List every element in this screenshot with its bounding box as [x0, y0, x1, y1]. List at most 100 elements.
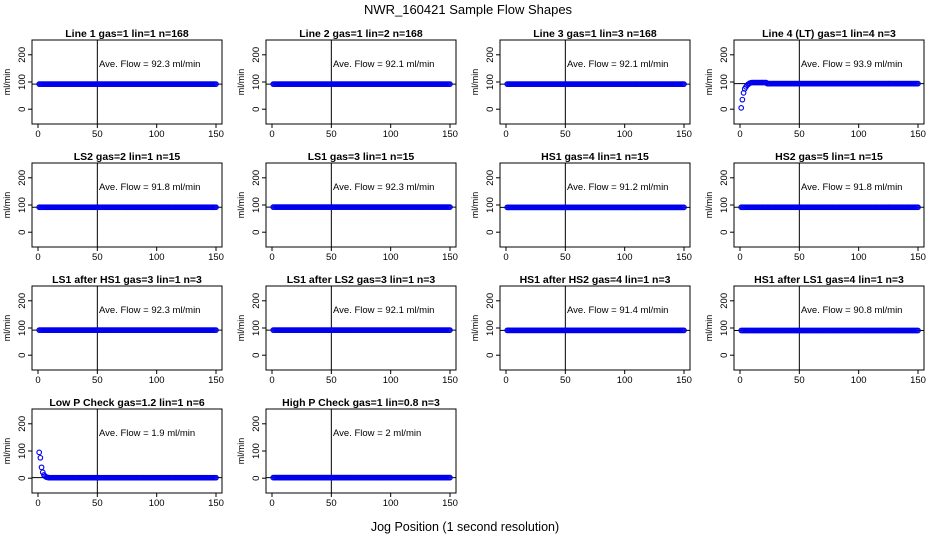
x-tick-label: 0: [35, 375, 40, 386]
y-tick-label: 0: [251, 476, 262, 481]
x-tick-label: 100: [851, 375, 867, 386]
x-tick-label: 0: [269, 375, 274, 386]
y-tick-label: 200: [17, 416, 28, 432]
data-point: [739, 96, 746, 103]
x-tick-label: 100: [617, 129, 633, 140]
x-tick-label: 50: [92, 129, 103, 140]
flow-panel: High P Check gas=1 lin=0.8 n=3 0 50 100 150 0…: [236, 397, 458, 509]
x-tick-label: 0: [35, 252, 40, 263]
y-axis-label: ml/min: [704, 69, 714, 96]
y-tick-label: 100: [17, 74, 28, 90]
y-tick-label: 0: [251, 107, 262, 112]
x-tick-label: 100: [383, 375, 399, 386]
y-tick-label: 100: [719, 74, 730, 90]
y-tick-label: 200: [719, 293, 730, 309]
x-tick-label: 150: [208, 498, 224, 509]
panel-title: LS1 after LS2 gas=3 lin=1 n=3: [287, 274, 436, 286]
data-point: [39, 469, 46, 476]
y-axis-label: ml/min: [2, 69, 12, 96]
flow-panel: LS1 after LS2 gas=3 lin=1 n=3 0 50 100 150 0 1…: [236, 274, 458, 386]
data-point: [915, 80, 921, 87]
y-axis-label: ml/min: [236, 315, 246, 342]
x-tick-label: 150: [676, 252, 692, 263]
x-tick-label: 150: [676, 375, 692, 386]
data-point: [213, 327, 219, 333]
x-tick-label: 0: [503, 129, 508, 140]
y-axis-label: ml/min: [2, 438, 12, 465]
y-tick-label: 0: [17, 230, 28, 235]
x-tick-label: 50: [560, 375, 571, 386]
data-point: [681, 204, 687, 211]
x-tick-label: 150: [910, 129, 926, 140]
flow-panel: Line 1 gas=1 lin=1 n=168 0 50 100 150 0 100 200…: [2, 28, 224, 140]
ave-flow-annotation: Ave. Flow = 91.4 ml/min: [567, 305, 668, 316]
y-tick-label: 200: [251, 293, 262, 309]
y-tick-label: 0: [719, 353, 730, 358]
x-tick-label: 50: [560, 252, 571, 263]
ave-flow-annotation: Ave. Flow = 1.9 ml/min: [99, 428, 195, 439]
y-tick-label: 100: [719, 320, 730, 336]
y-tick-label: 0: [17, 353, 28, 358]
y-tick-label: 200: [485, 47, 496, 63]
y-tick-label: 100: [485, 320, 496, 336]
x-tick-label: 0: [503, 375, 508, 386]
panel-title: Line 2 gas=1 lin=2 n=168: [299, 28, 423, 40]
y-tick-label: 200: [719, 170, 730, 186]
flow-panel: Low P Check gas=1.2 lin=1 n=6 0 50 100 150 0 1…: [2, 397, 224, 509]
x-tick-label: 0: [737, 129, 742, 140]
data-point: [36, 449, 43, 456]
y-tick-label: 0: [251, 230, 262, 235]
y-axis-label: ml/min: [470, 192, 480, 219]
y-tick-label: 0: [719, 107, 730, 112]
ave-flow-annotation: Ave. Flow = 91.8 ml/min: [801, 182, 902, 193]
ave-flow-annotation: Ave. Flow = 2 ml/min: [333, 428, 421, 439]
x-tick-label: 100: [383, 498, 399, 509]
ave-flow-annotation: Ave. Flow = 92.3 ml/min: [99, 305, 200, 316]
data-point: [213, 81, 219, 87]
ave-flow-annotation: Ave. Flow = 90.8 ml/min: [801, 305, 902, 316]
y-tick-label: 200: [485, 293, 496, 309]
y-axis-label: ml/min: [470, 69, 480, 96]
y-tick-label: 100: [17, 197, 28, 213]
x-tick-label: 150: [442, 252, 458, 263]
flow-panel: HS2 gas=5 lin=1 n=15 0 50 100 150 0 100 200 ml/m…: [704, 151, 926, 263]
x-tick-label: 0: [503, 252, 508, 263]
x-tick-label: 50: [326, 252, 337, 263]
figure-title: NWR_160421 Sample Flow Shapes: [364, 2, 573, 17]
x-tick-label: 150: [442, 129, 458, 140]
y-tick-label: 200: [485, 170, 496, 186]
figure-xlabel: Jog Position (1 second resolution): [371, 520, 559, 534]
x-tick-label: 0: [269, 252, 274, 263]
y-axis-label: ml/min: [236, 438, 246, 465]
flow-panel: HS1 gas=4 lin=1 n=15 0 50 100 150 0 100 200 ml/m…: [470, 151, 692, 263]
x-tick-label: 100: [617, 375, 633, 386]
y-tick-label: 200: [17, 293, 28, 309]
panel-title: HS2 gas=5 lin=1 n=15: [775, 151, 883, 163]
y-tick-label: 200: [719, 47, 730, 63]
x-tick-label: 50: [326, 129, 337, 140]
x-tick-label: 50: [92, 252, 103, 263]
data-point: [37, 454, 44, 461]
y-tick-label: 100: [251, 443, 262, 459]
x-tick-label: 100: [851, 129, 867, 140]
data-point: [915, 204, 921, 211]
x-tick-label: 50: [794, 375, 805, 386]
data-point: [738, 104, 745, 111]
data-point: [213, 204, 219, 211]
flow-panel: Line 4 (LT) gas=1 lin=4 n=3 0 50 100 150 0 100…: [704, 28, 926, 140]
data-point: [915, 327, 921, 334]
x-tick-label: 0: [269, 129, 274, 140]
x-tick-label: 0: [269, 498, 274, 509]
x-tick-label: 50: [92, 498, 103, 509]
x-tick-label: 150: [910, 252, 926, 263]
ave-flow-annotation: Ave. Flow = 92.1 ml/min: [333, 59, 434, 70]
x-tick-label: 100: [149, 252, 165, 263]
y-tick-label: 200: [17, 47, 28, 63]
y-axis-label: ml/min: [470, 315, 480, 342]
x-tick-label: 50: [92, 375, 103, 386]
flow-panel: Line 3 gas=1 lin=3 n=168 0 50 100 150 0 100 200…: [470, 28, 692, 140]
y-tick-label: 0: [17, 107, 28, 112]
panel-title: Low P Check gas=1.2 lin=1 n=6: [49, 397, 204, 409]
x-tick-label: 50: [560, 129, 571, 140]
flow-panel: LS1 after HS1 gas=3 lin=1 n=3 0 50 100 150 0 1…: [2, 274, 224, 386]
